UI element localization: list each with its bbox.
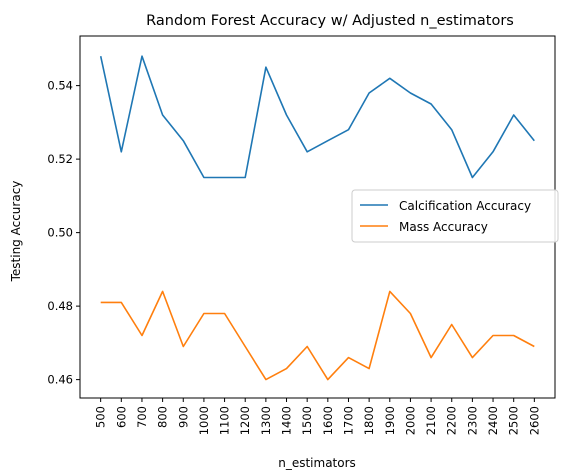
x-tick-label: 1100 <box>218 406 232 435</box>
x-tick-label: 600 <box>114 406 128 428</box>
x-tick-label: 1200 <box>238 406 252 435</box>
x-tick-label: 2100 <box>424 406 438 435</box>
x-tick-label: 700 <box>135 406 149 428</box>
x-axis-label: n_estimators <box>278 456 356 470</box>
legend-label-mass: Mass Accuracy <box>399 220 488 234</box>
chart-title: Random Forest Accuracy w/ Adjusted n_est… <box>146 13 514 29</box>
x-tick-label: 500 <box>94 406 108 428</box>
y-tick-label: 0.50 <box>47 226 73 240</box>
x-tick-label: 1800 <box>362 406 376 435</box>
x-tick-label: 2600 <box>527 406 541 435</box>
x-tick-label: 1500 <box>300 406 314 435</box>
x-tick-label: 2500 <box>507 406 521 435</box>
y-axis: 0.46 0.48 0.50 0.52 0.54 <box>47 79 80 387</box>
legend-box <box>351 189 559 243</box>
x-tick-label: 800 <box>156 406 170 428</box>
x-tick-label: 2200 <box>445 406 459 435</box>
y-tick-label: 0.52 <box>47 152 73 166</box>
y-tick-label: 0.54 <box>47 79 73 93</box>
x-tick-label: 1600 <box>321 406 335 435</box>
x-tick-label: 2000 <box>403 406 417 435</box>
series-layer <box>99 55 535 381</box>
y-axis-label: Testing Accuracy <box>9 181 23 283</box>
legend: Calcification Accuracy Mass Accuracy <box>351 189 559 243</box>
x-tick-label: 2300 <box>465 406 479 435</box>
x-tick-label: 1000 <box>197 406 211 435</box>
legend-label-calcification: Calcification Accuracy <box>399 199 531 213</box>
y-tick-label: 0.46 <box>47 373 73 387</box>
x-tick-label: 1300 <box>259 406 273 435</box>
x-tick-label: 1700 <box>341 406 355 435</box>
series-line-mass <box>100 290 535 381</box>
y-tick-label: 0.48 <box>47 299 73 313</box>
x-tick-label: 1400 <box>280 406 294 435</box>
x-tick-label: 900 <box>176 406 190 428</box>
x-axis: 500 600 700 800 900 1000 1100 1200 1300 1400 1500 1… <box>94 398 541 435</box>
series-line-calcification <box>99 55 535 179</box>
x-tick-label: 1900 <box>383 406 397 435</box>
x-tick-label: 2400 <box>486 406 500 435</box>
